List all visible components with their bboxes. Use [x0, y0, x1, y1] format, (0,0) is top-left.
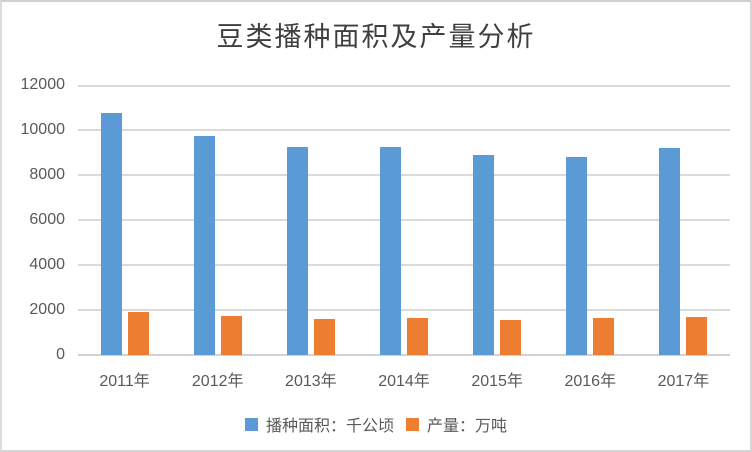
legend-label-production: 产量：万吨 [427, 418, 508, 435]
legend-item-production: 产量：万吨 [406, 412, 507, 436]
x-tick-label-2017年: 2017年 [657, 373, 710, 390]
bar-产量：万吨-2011年 [127, 312, 149, 355]
bar-group-2015年 [451, 85, 544, 355]
x-axis: 2011年 2012年 2013年 2014年 2015年 2016年 2017年 [78, 367, 730, 390]
bar-产量：万吨-2017年 [686, 317, 708, 355]
bar-group-2014年 [357, 85, 450, 355]
bar-group-2017年 [637, 85, 730, 355]
y-tick-label-10000: 10000 [20, 121, 66, 138]
bar-播种面积：千公顷-2012年 [193, 136, 215, 355]
bar-播种面积：千公顷-2017年 [659, 148, 681, 355]
bar-group-2013年 [264, 85, 357, 355]
y-tick-label-12000: 12000 [20, 76, 66, 93]
bar-产量：万吨-2012年 [220, 316, 242, 355]
x-tick-label-2013年: 2013年 [285, 373, 337, 390]
bar-播种面积：千公顷-2013年 [286, 147, 308, 355]
bar-产量：万吨-2016年 [593, 318, 615, 355]
plot-area [78, 85, 730, 356]
x-tick-label-2016年: 2016年 [564, 373, 617, 390]
y-tick-label-8000: 8000 [29, 166, 65, 183]
bar-播种面积：千公顷-2011年 [100, 113, 122, 355]
gridline-2000 [78, 309, 730, 311]
y-tick-label-2000: 2000 [29, 301, 65, 318]
bar-group-2016年 [544, 85, 637, 355]
bar-播种面积：千公顷-2015年 [473, 155, 495, 355]
gridline-8000 [78, 174, 730, 176]
legend: 播种面积：千公顷 产量：万吨 [2, 412, 750, 436]
gridline-10000 [78, 129, 730, 131]
chart-title: 豆类播种面积及产量分析 [216, 22, 536, 53]
bar-产量：万吨-2015年 [500, 320, 522, 355]
bar-group-2011年 [78, 85, 171, 355]
y-tick-label-6000: 6000 [29, 211, 65, 228]
bar-播种面积：千公顷-2016年 [566, 157, 588, 355]
bar-产量：万吨-2014年 [406, 318, 428, 355]
gridline-0 [78, 354, 730, 356]
gridline-12000 [78, 85, 730, 87]
y-tick-label-0: 0 [56, 346, 65, 363]
bar-group-2012年 [171, 85, 264, 355]
legend-swatch-area [244, 417, 258, 431]
legend-item-area: 播种面积：千公顷 [244, 412, 394, 436]
bar-播种面积：千公顷-2014年 [379, 147, 401, 355]
x-tick-label-2014年: 2014年 [378, 373, 430, 390]
bar-产量：万吨-2013年 [313, 319, 335, 355]
gridline-4000 [78, 264, 730, 266]
x-tick-label-2015年: 2015年 [471, 373, 523, 390]
legend-swatch-production [406, 417, 419, 431]
legend-label-area: 播种面积：千公顷 [265, 418, 394, 435]
gridline-6000 [78, 219, 730, 221]
x-tick-label-2011年: 2011年 [99, 373, 150, 390]
y-axis: 0 2000 4000 6000 8000 10000 12000 [2, 76, 66, 363]
y-tick-label-4000: 4000 [29, 256, 65, 273]
x-tick-label-2012年: 2012年 [191, 373, 244, 390]
